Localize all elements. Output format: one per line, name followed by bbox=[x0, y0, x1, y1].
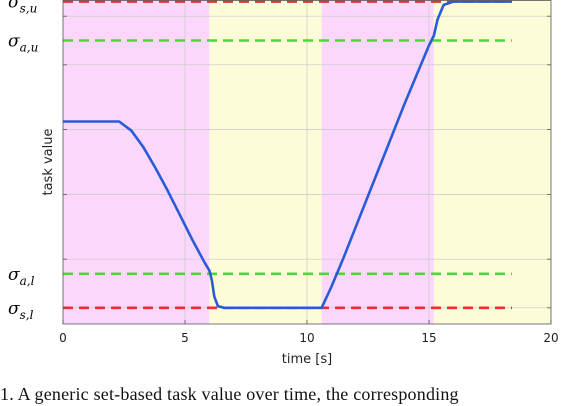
threshold-label-s-l: σs,l bbox=[8, 299, 34, 322]
series-lines bbox=[62, 0, 512, 310]
threshold-label-s-u: σs,u bbox=[8, 0, 37, 16]
axis-ticks: 0 5 10 15 20 bbox=[59, 15, 559, 345]
shaded-region-2 bbox=[321, 0, 434, 324]
y-axis-label: task value bbox=[41, 128, 56, 195]
shaded-region-0 bbox=[63, 0, 210, 324]
shaded-region-1 bbox=[209, 0, 322, 324]
x-axis-label: time [s] bbox=[282, 352, 332, 367]
threshold-labels: σs,u σa,u σa,l σs,l bbox=[8, 0, 38, 322]
grid-lines bbox=[63, 0, 551, 324]
x-tick-label-2: 10 bbox=[299, 331, 314, 345]
x-tick-label-0: 0 bbox=[59, 331, 67, 345]
threshold-label-a-u: σa,u bbox=[8, 32, 38, 55]
threshold-label-a-l: σa,l bbox=[8, 265, 35, 288]
x-tick-label-3: 15 bbox=[421, 331, 436, 345]
x-tick-label-1: 5 bbox=[181, 331, 189, 345]
shaded-region-3 bbox=[433, 0, 551, 324]
figure-caption: 1. A generic set-based task value over t… bbox=[0, 384, 459, 404]
x-tick-label-4: 20 bbox=[543, 331, 558, 345]
